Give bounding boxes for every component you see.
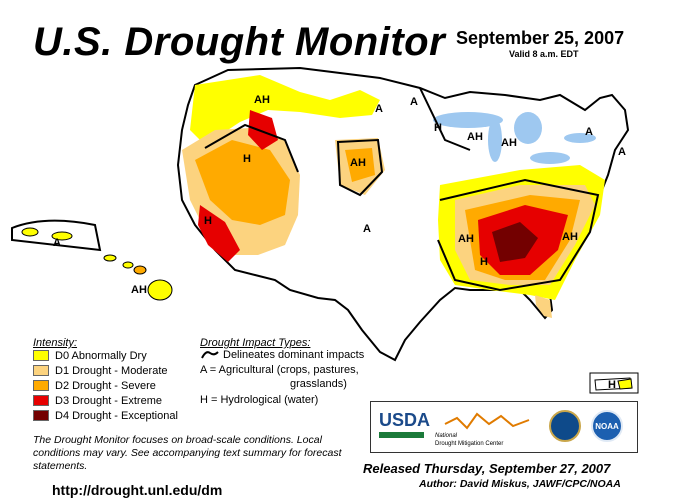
d4-east xyxy=(492,222,538,262)
d0-florida xyxy=(535,295,552,318)
swatch-d4 xyxy=(33,410,49,421)
map-label: AH xyxy=(458,233,474,245)
ndmc-graph-icon xyxy=(444,412,530,430)
map-label: H xyxy=(243,153,251,165)
url-link[interactable]: http://drought.unl.edu/dm xyxy=(52,482,223,498)
ndmc-line2: Drought Mitigation Center xyxy=(435,441,504,447)
impact-a-label-2: grasslands) xyxy=(290,378,347,390)
legend-label: D4 Drought - Exceptional xyxy=(55,409,178,422)
impact-title: Drought Impact Types: xyxy=(200,337,311,349)
map-label: A xyxy=(585,126,593,138)
map-label: AH xyxy=(467,131,483,143)
map-label: H xyxy=(480,256,488,268)
d3-idaho xyxy=(248,110,278,150)
map-label: A xyxy=(618,146,626,158)
impact-line-icon xyxy=(201,351,219,359)
map-label: H xyxy=(204,215,212,227)
legend-label: D1 Drought - Moderate xyxy=(55,364,168,377)
d2-plains xyxy=(345,148,375,182)
legend-label: D2 Drought - Severe xyxy=(55,379,156,392)
swatch-d0 xyxy=(33,350,49,361)
hawaii xyxy=(11,219,173,301)
noaa-seal: NOAA xyxy=(591,410,623,442)
legend-item-d1: D1 Drought - Moderate xyxy=(33,364,168,377)
release-date: Released Thursday, September 27, 2007 xyxy=(363,461,611,476)
drought-areas xyxy=(182,75,605,318)
impact-h-label: H = Hydrological (water) xyxy=(200,394,319,406)
usda-logo: USDA xyxy=(379,410,431,430)
partner-logos: USDA National Drought Mitigation Center … xyxy=(370,401,638,453)
author: Author: David Miskus, JAWF/CPC/NOAA xyxy=(419,478,621,490)
map-label: A xyxy=(53,237,61,249)
swatch-d2 xyxy=(33,380,49,391)
map-label: A xyxy=(375,103,383,115)
map-label: A xyxy=(363,223,371,235)
legend-label: D3 Drought - Extreme xyxy=(55,394,162,407)
map-label: A xyxy=(410,96,418,108)
swatch-d1 xyxy=(33,365,49,376)
great-lakes xyxy=(433,112,596,164)
legend-item-d0: D0 Abnormally Dry xyxy=(33,349,147,362)
legend-item-d4: D4 Drought - Exceptional xyxy=(33,409,178,422)
legend-item-d2: D2 Drought - Severe xyxy=(33,379,156,392)
impact-line-label: Delineates dominant impacts xyxy=(223,349,365,361)
impact-a-label: A = Agricultural (crops, pastures, xyxy=(200,364,359,376)
ndmc-line1: National xyxy=(435,433,458,439)
map-label: AH xyxy=(254,94,270,106)
d0-areas xyxy=(190,75,380,145)
impact-boundaries xyxy=(204,87,600,292)
conus-land xyxy=(176,66,630,362)
page-title: U.S. Drought Monitor xyxy=(33,20,446,64)
swatch-d3 xyxy=(33,395,49,406)
intensity-title: Intensity: xyxy=(33,337,78,349)
d3-west xyxy=(198,205,240,262)
drought-map: AH A A H AH AH A A H AH H A AH H AH A AH… xyxy=(11,66,639,394)
map-label: AH xyxy=(562,231,578,243)
map-label: H xyxy=(434,122,442,134)
map-date: September 25, 2007 xyxy=(456,28,625,48)
disclaimer-note: The Drought Monitor focuses on broad-sca… xyxy=(33,434,342,472)
legend-label: D0 Abnormally Dry xyxy=(55,349,147,362)
legend-item-d3: D3 Drought - Extreme xyxy=(33,394,162,407)
d2-west xyxy=(195,140,290,225)
puerto-rico xyxy=(589,372,639,394)
map-label: H xyxy=(608,379,616,391)
map-label: AH xyxy=(501,137,517,149)
commerce-seal xyxy=(549,410,581,442)
usda-stripe xyxy=(379,432,424,438)
map-label: AH xyxy=(131,284,147,296)
valid-time: Valid 8 a.m. EDT xyxy=(509,49,579,59)
map-label: AH xyxy=(350,157,366,169)
